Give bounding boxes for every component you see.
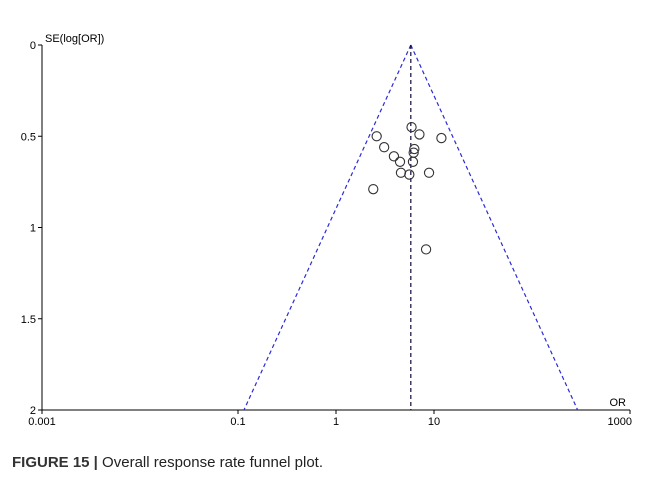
funnel-left-limit <box>243 44 412 411</box>
funnel-right-limit <box>410 44 579 411</box>
y-tick-label: 1 <box>30 223 36 235</box>
study-point <box>371 131 382 142</box>
study-point <box>388 151 400 162</box>
x-tick-label: 0.001 <box>28 416 56 428</box>
study-point <box>423 167 435 178</box>
y-tick-label: 0.5 <box>21 131 36 143</box>
y-tick-label: 0 <box>30 40 36 52</box>
study-point <box>420 244 432 255</box>
funnel-plot: 0 0.5 1 1.5 20.001 0.1 1 10 1000 SE(log[OR]) OR <box>21 33 632 428</box>
study-point <box>404 169 415 180</box>
y-tick-label: 2 <box>30 405 36 417</box>
x-tick-label: 10 <box>428 416 440 428</box>
x-tick-label: 0.1 <box>230 416 245 428</box>
study-point <box>409 143 420 155</box>
caption-label: FIGURE 15 | <box>12 454 98 471</box>
study-point <box>406 121 417 133</box>
figure-caption: FIGURE 15 | Overall response rate funnel… <box>12 454 323 471</box>
study-point <box>368 184 379 195</box>
study-point <box>407 156 419 167</box>
x-tick-label: 1000 <box>608 416 632 428</box>
caption-text: Overall response rate funnel plot. <box>97 454 324 471</box>
study-point <box>379 142 390 153</box>
y-axis-title: SE(log[OR]) <box>45 33 104 45</box>
study-point <box>394 156 406 167</box>
x-axis-title: OR <box>610 397 627 409</box>
study-point <box>395 167 407 178</box>
x-tick-label: 1 <box>333 416 339 428</box>
y-tick-label: 1.5 <box>21 314 36 326</box>
study-point <box>414 129 425 140</box>
study-point <box>436 132 447 144</box>
